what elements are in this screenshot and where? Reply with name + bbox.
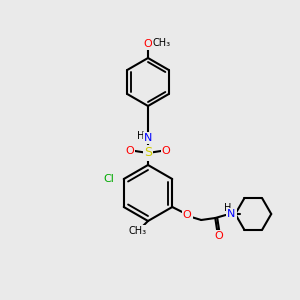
Text: O: O	[215, 231, 224, 241]
Text: O: O	[162, 146, 170, 156]
Text: N: N	[227, 209, 236, 219]
Text: Cl: Cl	[103, 174, 114, 184]
Text: N: N	[144, 133, 152, 143]
Text: H: H	[224, 203, 231, 213]
Text: O: O	[183, 210, 192, 220]
Text: CH₃: CH₃	[129, 226, 147, 236]
Text: H: H	[137, 131, 145, 141]
Text: O: O	[144, 39, 152, 49]
Text: S: S	[144, 146, 152, 160]
Text: O: O	[126, 146, 134, 156]
Text: CH₃: CH₃	[153, 38, 171, 48]
